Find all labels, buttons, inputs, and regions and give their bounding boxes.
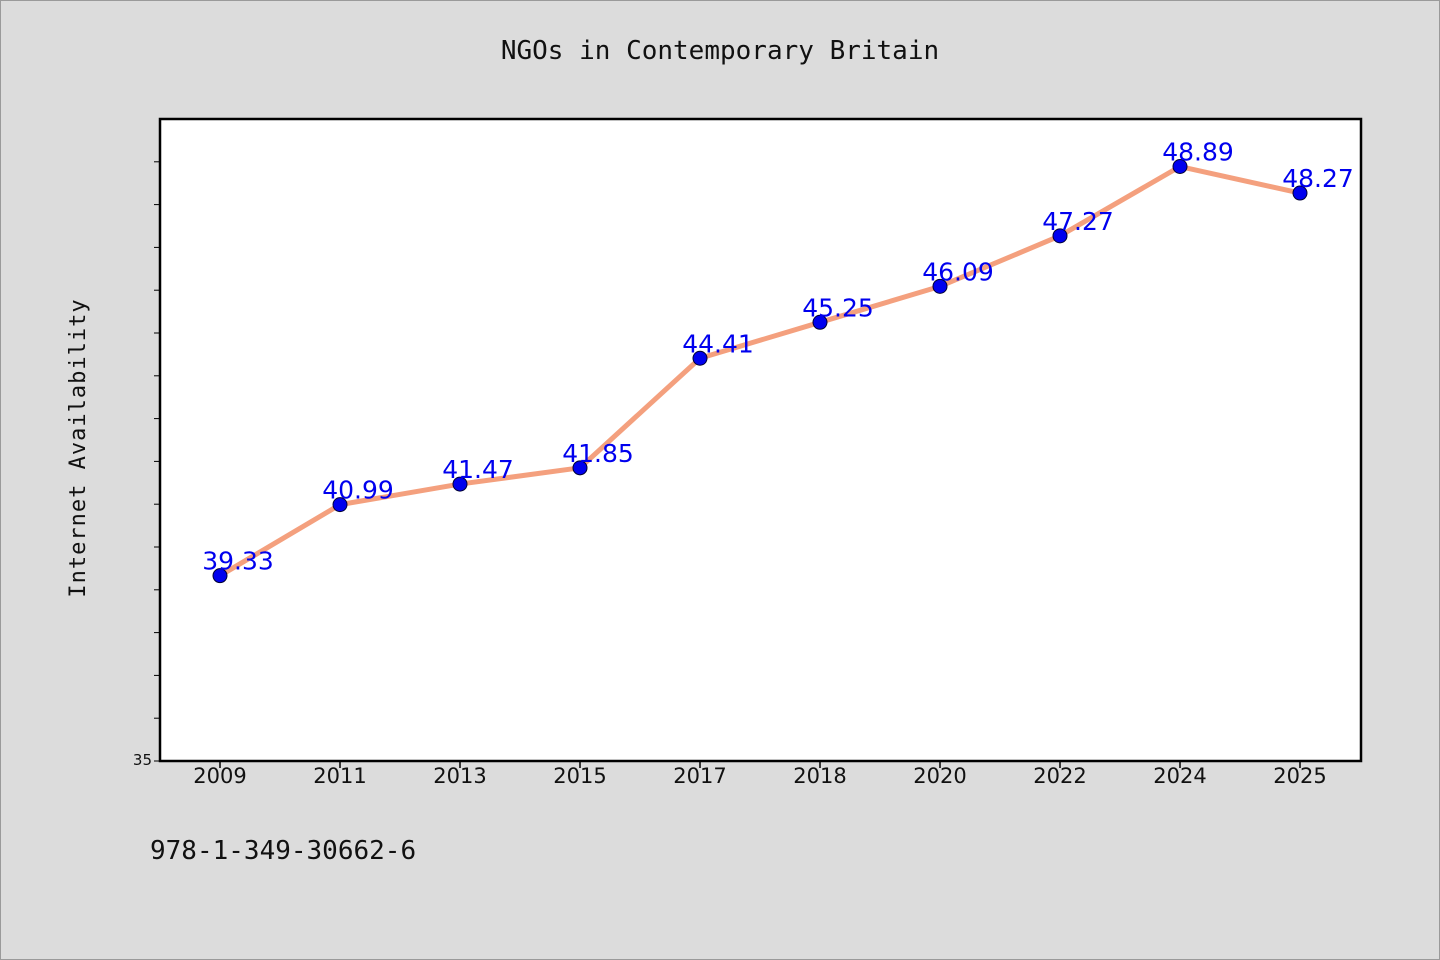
data-label: 48.89 <box>1162 138 1234 167</box>
x-tick-label: 2022 <box>1033 764 1086 788</box>
series-line <box>218 164 1301 578</box>
data-point <box>1052 228 1068 244</box>
x-tick-label: 2024 <box>1153 764 1206 788</box>
data-label: 40.99 <box>322 476 394 505</box>
chart-title: NGOs in Contemporary Britain <box>500 36 940 66</box>
data-labels: 39.33 40.99 41.47 41.85 44.41 45.25 46.09 47.27… <box>202 138 1354 576</box>
data-point <box>932 278 948 294</box>
data-point <box>1172 159 1188 175</box>
y-axis: 35 <box>133 161 160 769</box>
x-tick-label: 2017 <box>673 764 726 788</box>
x-tick-label: 2009 <box>193 764 246 788</box>
data-label: 41.47 <box>442 455 514 484</box>
data-point <box>572 460 588 476</box>
x-axis: 2009 2011 2013 2015 2017 2018 2020 2022 2024 2025 <box>193 761 1327 788</box>
x-tick-label: 2015 <box>553 764 606 788</box>
x-tick-label: 2013 <box>433 764 486 788</box>
x-tick-label: 2025 <box>1273 764 1326 788</box>
x-tick-label: 2020 <box>913 764 966 788</box>
data-label: 46.09 <box>922 257 994 286</box>
x-tick-label: 2018 <box>793 764 846 788</box>
data-point <box>812 314 828 330</box>
data-label: 45.25 <box>802 293 874 322</box>
data-point <box>212 568 228 584</box>
plot-area <box>158 117 1363 763</box>
data-point <box>452 476 468 492</box>
data-label: 41.85 <box>562 439 634 468</box>
data-label: 44.41 <box>682 329 754 358</box>
data-label: 48.27 <box>1282 164 1354 193</box>
series-markers <box>212 159 1308 584</box>
isbn-note: 978-1-349-30662-6 <box>150 836 417 866</box>
data-label: 47.27 <box>1042 207 1114 236</box>
data-label: 39.33 <box>202 547 274 576</box>
data-point <box>1292 185 1308 201</box>
data-point <box>332 497 348 513</box>
data-point <box>692 350 708 366</box>
y-axis-label: Internet Availability <box>66 298 91 597</box>
x-tick-label: 2011 <box>313 764 366 788</box>
y-tick-label: 35 <box>133 751 152 769</box>
